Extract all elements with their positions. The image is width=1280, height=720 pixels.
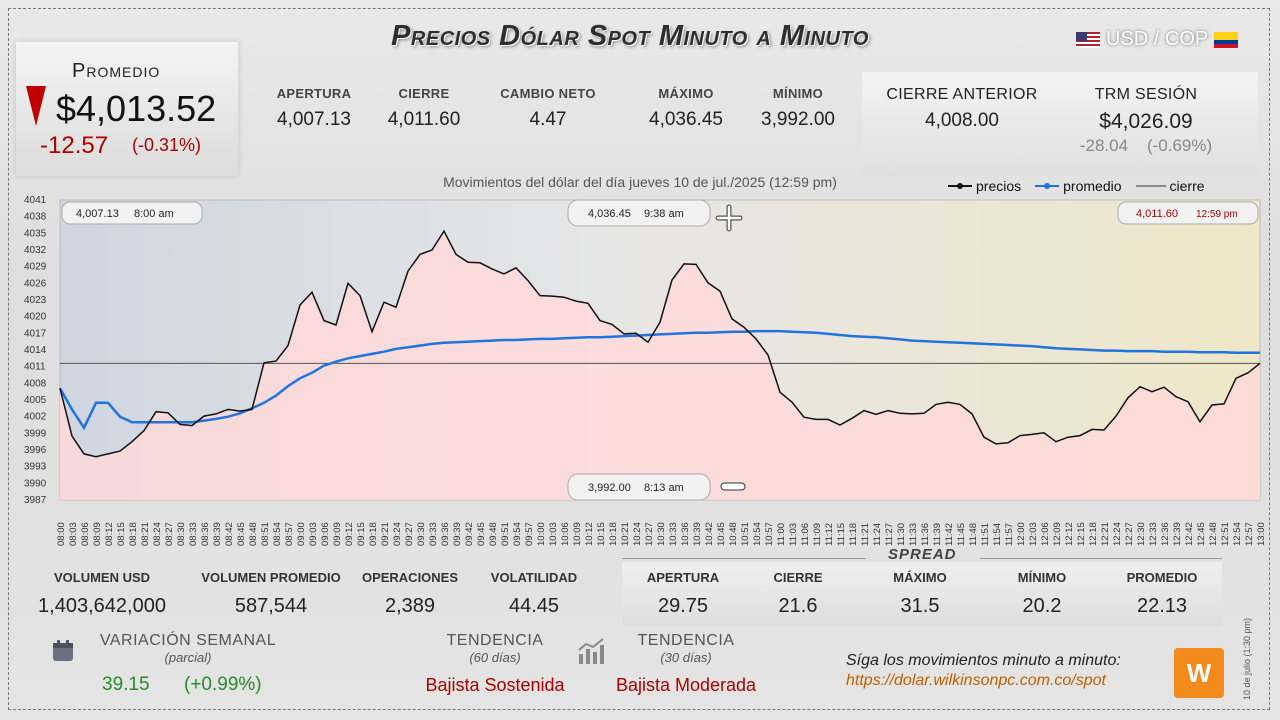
spread-cierre: CIERRE 21.6 xyxy=(744,570,852,618)
volume-value: 587,544 xyxy=(234,595,308,617)
chart-subtitle: Movimientos del dólar del día jueves 10 … xyxy=(443,174,837,190)
spread-value: 22.13 xyxy=(1136,595,1188,617)
stat-label: APERTURA xyxy=(276,86,352,101)
volume-label: VOLATILIDAD xyxy=(490,570,578,585)
volume-avg: VOLUMEN PROMEDIO 587,544 xyxy=(194,570,348,618)
stat-cierre: CIERRE 4,011.60 xyxy=(372,86,476,131)
spread-minimo: MÍNIMO 20.2 xyxy=(988,570,1096,618)
stat-minimo: MÍNIMO 3,992.00 xyxy=(746,86,850,131)
trend60-label: TENDENCIA xyxy=(446,632,544,649)
stat-apertura: APERTURA 4,007.13 xyxy=(262,86,366,131)
trend60-value: Bajista Sostenida xyxy=(425,675,565,695)
average-label: Promedio xyxy=(72,60,161,82)
trend30-sub: (30 días) xyxy=(660,650,712,665)
currency-pair: USD / COP xyxy=(1076,28,1239,51)
legend-line-promedio xyxy=(1035,183,1060,189)
weekly-value: 39.15 xyxy=(102,674,150,695)
wilkinson-logo[interactable]: W xyxy=(1174,648,1224,698)
stat-label: CIERRE xyxy=(398,86,450,101)
volume-label: VOLUMEN USD xyxy=(53,570,151,585)
trm-change-pct: (-0.69%) xyxy=(1146,136,1213,155)
prev-value: 4,008.00 xyxy=(925,110,999,131)
spread-panel xyxy=(622,562,1222,626)
trend30-label: TENDENCIA xyxy=(637,632,735,649)
trm-label: TRM SESIÓN xyxy=(1094,86,1198,103)
trend-chart-icon xyxy=(576,636,606,671)
stat-cierre-anterior: CIERRE ANTERIOR 4,008.00 xyxy=(872,86,1052,132)
stat-label: CAMBIO NETO xyxy=(500,86,596,101)
prev-label: CIERRE ANTERIOR xyxy=(886,86,1038,103)
site-link[interactable]: https://dolar.wilkinsonpc.com.co/spot xyxy=(846,672,1106,689)
spread-label: MÁXIMO xyxy=(893,570,947,585)
trm-change-row: -28.04 (-0.69%) xyxy=(1056,136,1236,156)
legend-label: promedio xyxy=(1063,178,1122,194)
average-panel: Promedio $4,013.52 -12.57 (-0.31%) xyxy=(16,42,238,176)
volume-value: 2,389 xyxy=(384,595,436,617)
stat-value: 4,036.45 xyxy=(649,109,723,130)
weekly-sub: (parcial) xyxy=(164,650,212,665)
follow-text: Síga los movimientos minuto a minuto: xyxy=(846,652,1121,669)
down-arrow-icon xyxy=(26,86,46,126)
stat-label: MÍNIMO xyxy=(772,86,824,101)
spread-label: PROMEDIO xyxy=(1126,570,1198,585)
volume-usd: VOLUMEN USD 1,403,642,000 xyxy=(22,570,182,618)
side-note: 10 de julio (1:30 pm) xyxy=(1242,617,1252,700)
volume-label: OPERACIONES xyxy=(361,570,459,585)
calendar-icon xyxy=(50,638,76,664)
trend60-sub: (60 días) xyxy=(469,650,521,665)
legend-label: precios xyxy=(976,178,1022,194)
stat-value: 4,011.60 xyxy=(387,109,461,130)
weekly-pct: (+0.99%) xyxy=(184,674,262,695)
average-change-pct: (-0.31%) xyxy=(132,135,202,155)
spread-label: MÍNIMO xyxy=(1017,570,1067,585)
stat-value: 4.47 xyxy=(529,109,567,130)
trend-30: TENDENCIA (30 días) Bajista Moderada xyxy=(606,632,766,696)
spread-value: 21.6 xyxy=(778,595,818,617)
trend-60: TENDENCIA (60 días) Bajista Sostenida xyxy=(420,632,570,696)
average-change: -12.57 xyxy=(40,132,109,159)
legend-line-cierre xyxy=(1135,185,1166,187)
spread-label: CIERRE xyxy=(773,570,823,585)
volatility: VOLATILIDAD 44.45 xyxy=(478,570,590,618)
spread-maximo: MÁXIMO 31.5 xyxy=(866,570,974,618)
spread-value: 29.75 xyxy=(657,595,709,617)
colombia-flag-icon xyxy=(1214,31,1239,48)
average-value: $4,013.52 xyxy=(56,88,217,129)
spread-value: 31.5 xyxy=(900,595,940,617)
legend-item-cierre: cierre xyxy=(1135,178,1205,194)
volume-value: 1,403,642,000 xyxy=(38,595,166,617)
spread-label: APERTURA xyxy=(646,570,720,585)
page-title: Precios Dólar Spot Minuto a Minuto xyxy=(391,20,869,52)
trm-change: -28.04 xyxy=(1079,136,1129,155)
stat-cambio-neto: CAMBIO NETO 4.47 xyxy=(490,86,606,131)
legend-label: cierre xyxy=(1169,178,1205,194)
legend-line-precios xyxy=(948,183,972,189)
trend30-value: Bajista Moderada xyxy=(615,675,757,695)
chart-legend: precios promedio cierre xyxy=(948,178,1205,194)
stat-label: MÁXIMO xyxy=(658,86,714,101)
volume-label: VOLUMEN PROMEDIO xyxy=(201,570,341,585)
spread-title: SPREAD xyxy=(888,546,957,563)
spread-promedio: PROMEDIO 22.13 xyxy=(1106,570,1218,618)
legend-item-promedio: promedio xyxy=(1035,178,1122,194)
weekly-variation: VARIACIÓN SEMANAL (parcial) xyxy=(94,632,282,665)
operations: OPERACIONES 2,389 xyxy=(356,570,464,618)
stat-maximo: MÁXIMO 4,036.45 xyxy=(634,86,738,131)
weekly-label: VARIACIÓN SEMANAL xyxy=(99,632,277,649)
stat-trm: TRM SESIÓN $4,026.09 -28.04 (-0.69%) xyxy=(1056,86,1236,156)
trm-value: $4,026.09 xyxy=(1099,110,1193,133)
spread-divider-right xyxy=(980,558,1222,559)
us-flag-icon xyxy=(1076,31,1100,48)
spread-divider-left xyxy=(622,558,866,559)
stat-value: 3,992.00 xyxy=(761,109,835,130)
stat-value: 4,007.13 xyxy=(277,109,351,130)
previous-panel xyxy=(862,72,1258,176)
pair-label: USD / COP xyxy=(1106,28,1209,50)
legend-item-precios: precios xyxy=(948,178,1021,194)
volume-value: 44.45 xyxy=(508,595,560,617)
spread-value: 20.2 xyxy=(1022,595,1062,617)
outer-frame xyxy=(8,8,1270,710)
spread-apertura: APERTURA 29.75 xyxy=(630,570,736,618)
